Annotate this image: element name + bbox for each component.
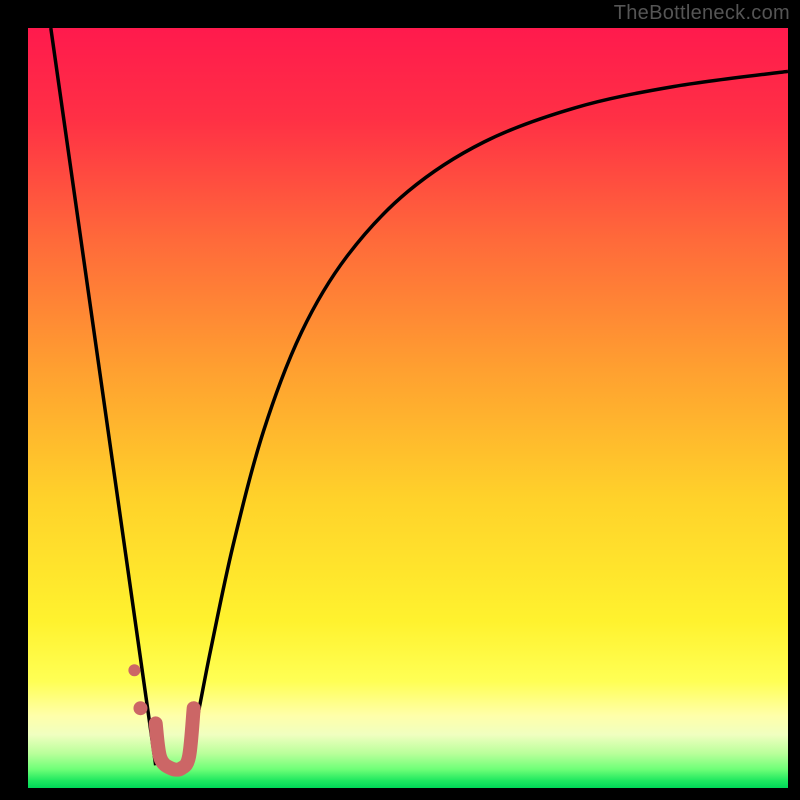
- bottleneck-chart-svg: [0, 0, 800, 800]
- valley-dot: [128, 664, 140, 676]
- watermark-text: TheBottleneck.com: [614, 2, 790, 25]
- valley-dot: [133, 701, 147, 715]
- chart-frame: TheBottleneck.com: [0, 0, 800, 800]
